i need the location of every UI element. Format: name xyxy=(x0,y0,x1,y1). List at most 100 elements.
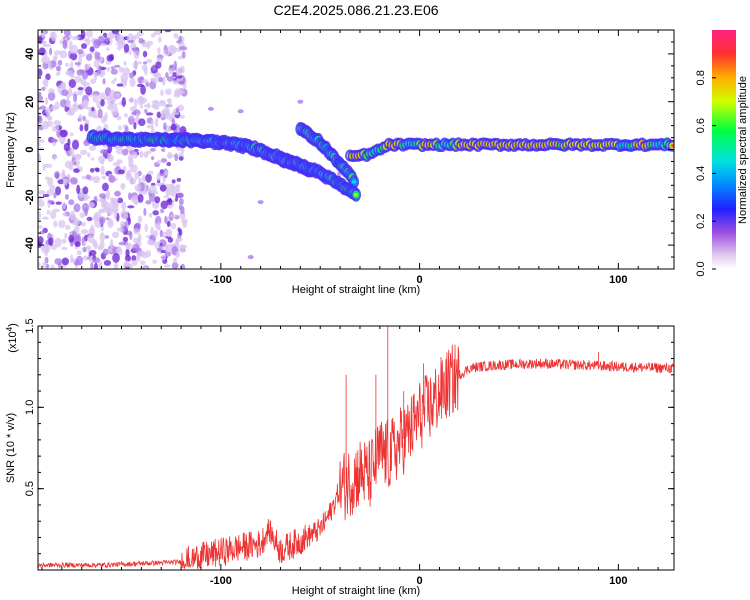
noise-speck xyxy=(57,59,63,66)
noise-speck xyxy=(99,149,108,155)
noise-speck xyxy=(68,78,77,88)
noise-speck xyxy=(60,82,66,90)
noise-speck xyxy=(58,219,66,229)
noise-speck xyxy=(137,233,142,242)
noise-speck xyxy=(101,175,107,180)
x-tick-label: -100 xyxy=(210,274,232,286)
noise-speck xyxy=(156,111,161,119)
noise-speck xyxy=(64,232,68,239)
noise-speck xyxy=(43,56,50,65)
noise-speck xyxy=(122,81,128,86)
noise-speck xyxy=(140,104,144,109)
noise-speck xyxy=(158,77,164,83)
noise-speck xyxy=(145,200,152,205)
noise-speck xyxy=(65,70,74,76)
noise-speck xyxy=(146,43,150,50)
noise-speck xyxy=(170,222,177,230)
y-tick-label: 1.5 xyxy=(24,318,36,333)
noise-speck xyxy=(82,202,90,213)
y-tick-label: 0.5 xyxy=(24,481,36,496)
noise-speck xyxy=(68,234,75,243)
noise-speck xyxy=(88,144,97,152)
noise-speck xyxy=(145,250,152,258)
noise-speck xyxy=(49,184,56,192)
noise-speck xyxy=(42,261,47,269)
noise-speck xyxy=(118,66,124,73)
noise-speck xyxy=(46,115,53,121)
noise-speck xyxy=(157,47,161,54)
noise-speck xyxy=(99,71,106,76)
noise-speck xyxy=(45,264,50,269)
noise-speck xyxy=(89,168,95,173)
noise-speck xyxy=(164,244,169,253)
snr-multiplier: (x104) xyxy=(5,323,20,353)
noise-speck xyxy=(124,254,131,262)
snr-y-label: SNR (10 * v/v) xyxy=(5,413,17,483)
noise-speck xyxy=(145,173,152,183)
x-tick-label: -100 xyxy=(210,575,232,587)
noise-speck xyxy=(41,86,46,91)
noise-speck xyxy=(134,222,142,230)
noise-speck xyxy=(134,172,140,180)
noise-speck xyxy=(176,67,182,76)
noise-speck xyxy=(82,255,89,261)
noise-speck xyxy=(179,46,188,51)
noise-speck xyxy=(121,201,127,211)
noise-speck xyxy=(107,104,113,111)
noise-speck xyxy=(131,111,138,116)
noise-speck xyxy=(90,224,95,235)
noise-speck xyxy=(133,122,137,130)
noise-speck xyxy=(81,71,89,80)
noise-speck xyxy=(133,200,138,205)
noise-speck xyxy=(48,237,54,247)
y-tick-label: -20 xyxy=(24,189,36,205)
noise-speck xyxy=(120,72,129,83)
noise-speck xyxy=(106,47,110,52)
noise-speck xyxy=(148,212,153,218)
noise-speck xyxy=(92,114,100,119)
noise-speck xyxy=(167,204,173,209)
noise-speck xyxy=(47,177,54,187)
noise-speck xyxy=(150,226,154,236)
noise-speck xyxy=(53,220,58,228)
noise-speck xyxy=(63,142,70,152)
noise-speck xyxy=(116,115,122,121)
noise-speck xyxy=(92,214,100,222)
noise-speck xyxy=(54,237,62,248)
noise-speck xyxy=(101,182,109,192)
noise-speck xyxy=(64,160,73,169)
noise-speck xyxy=(68,40,73,51)
noise-speck xyxy=(237,109,244,114)
noise-speck xyxy=(153,30,162,36)
noise-speck xyxy=(85,106,92,110)
noise-speck xyxy=(49,47,53,56)
noise-speck xyxy=(163,49,170,56)
noise-speck xyxy=(54,258,63,265)
noise-speck xyxy=(82,186,89,195)
noise-speck xyxy=(159,229,164,238)
noise-speck xyxy=(177,80,186,85)
noise-speck xyxy=(111,80,115,84)
noise-speck xyxy=(99,208,104,213)
colorbar-tick-label: 0.4 xyxy=(695,166,707,181)
noise-speck xyxy=(79,149,88,155)
noise-speck xyxy=(297,99,304,104)
spectrogram-panel: -100 0 100 -40 -20 0 20 40 Height of straight … xyxy=(5,29,675,296)
noise-speck xyxy=(164,170,169,176)
noise-speck xyxy=(149,147,156,152)
noise-speck xyxy=(108,89,117,100)
noise-speck xyxy=(162,231,167,239)
noise-speck xyxy=(61,169,66,177)
noise-speck xyxy=(83,99,89,108)
noise-speck xyxy=(128,50,132,55)
noise-speck xyxy=(75,255,83,266)
noise-speck xyxy=(113,77,117,82)
noise-speck xyxy=(87,233,95,243)
noise-speck xyxy=(151,103,157,109)
noise-speck xyxy=(163,106,169,115)
noise-speck xyxy=(151,156,155,161)
noise-speck xyxy=(62,212,68,217)
noise-speck xyxy=(47,91,56,101)
noise-speck xyxy=(57,179,65,185)
noise-speck xyxy=(134,98,138,109)
